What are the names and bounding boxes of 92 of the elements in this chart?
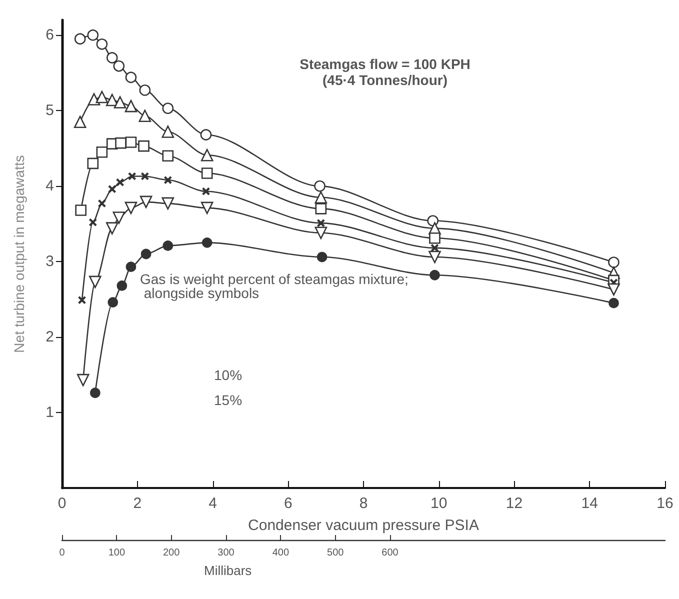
x-tick-label: 0 [58, 495, 66, 512]
point [200, 148, 214, 162]
point [78, 296, 86, 304]
point [202, 238, 212, 248]
point [108, 185, 116, 193]
y-axis-title: Net turbine output in megawatts [11, 155, 27, 353]
point [162, 197, 174, 210]
point [113, 60, 125, 72]
point [200, 202, 214, 214]
x2-tick-label: 200 [162, 548, 180, 558]
point [138, 140, 150, 152]
x-tick-label: 2 [133, 495, 142, 512]
x-axis-title: Condenser vacuum pressure PSIA [248, 517, 479, 534]
point [430, 270, 440, 280]
point [114, 96, 126, 108]
point [314, 191, 328, 204]
point [74, 33, 86, 45]
point [138, 110, 152, 122]
x2-tick-label: 600 [382, 548, 399, 558]
point [96, 38, 108, 50]
point [128, 172, 136, 180]
point [431, 244, 438, 252]
point [116, 280, 128, 291]
point [608, 256, 620, 268]
y-tick-label: 1 [46, 404, 54, 422]
point [76, 374, 90, 386]
point [428, 250, 441, 264]
point [139, 84, 151, 96]
point [140, 196, 152, 208]
point [317, 219, 325, 227]
x2-tick-label: 0 [59, 548, 66, 558]
x2-tick-label: 500 [327, 548, 344, 558]
x2-tick-label: 400 [272, 548, 290, 558]
point [162, 150, 174, 162]
x-tick-label: 4 [208, 495, 217, 512]
x2-tick-label: 100 [108, 548, 126, 558]
point [96, 146, 108, 158]
point [90, 388, 100, 398]
point [429, 232, 440, 244]
x2-tick-label: 300 [218, 548, 235, 558]
text: (45·4 Tonnes/hour) [322, 72, 448, 88]
point [112, 212, 126, 224]
point [125, 136, 137, 148]
point [201, 168, 213, 179]
point [141, 172, 149, 180]
y-tick-label: 3 [46, 253, 54, 270]
x-tick-label: 6 [284, 495, 292, 512]
point [140, 248, 152, 260]
point [87, 158, 99, 170]
point [162, 240, 174, 251]
point [106, 52, 118, 64]
point [316, 252, 328, 262]
point [124, 202, 138, 214]
y-tick-label: 2 [46, 328, 54, 346]
point [314, 226, 328, 240]
y-tick-label: 5 [46, 102, 54, 120]
point [89, 276, 102, 288]
text: Steamgas flow = 100 KPH [300, 56, 470, 72]
point [200, 129, 212, 140]
point [162, 126, 174, 138]
point [96, 90, 108, 104]
x-tick-label: 10 [430, 495, 448, 512]
point [106, 222, 118, 234]
point [608, 298, 619, 308]
point [115, 137, 126, 149]
point [126, 262, 136, 272]
point [202, 188, 210, 195]
x-tick-label: 8 [359, 495, 368, 512]
point [87, 29, 99, 41]
point [314, 180, 326, 192]
point [124, 100, 138, 112]
point [108, 297, 118, 308]
point [116, 178, 124, 186]
point [74, 116, 86, 128]
annotation: 10% [214, 367, 242, 383]
point [98, 200, 106, 208]
annotation: Gas is weight percent of steamgas mixture; alongside symbols [140, 271, 408, 301]
x-tick-label: 12 [506, 495, 523, 512]
point [88, 93, 100, 106]
annotation: 15% [214, 392, 242, 408]
point [125, 72, 137, 84]
y-tick-label: 4 [46, 178, 54, 195]
point [162, 102, 174, 114]
point [608, 283, 620, 296]
point [89, 218, 97, 226]
point [75, 204, 86, 216]
point [164, 176, 172, 184]
y-tick-label: 6 [46, 26, 54, 44]
x-tick-label: 16 [656, 495, 674, 512]
x-tick-label: 14 [581, 495, 598, 512]
x2-axis-title: Millibars [204, 563, 252, 578]
point [315, 203, 327, 214]
